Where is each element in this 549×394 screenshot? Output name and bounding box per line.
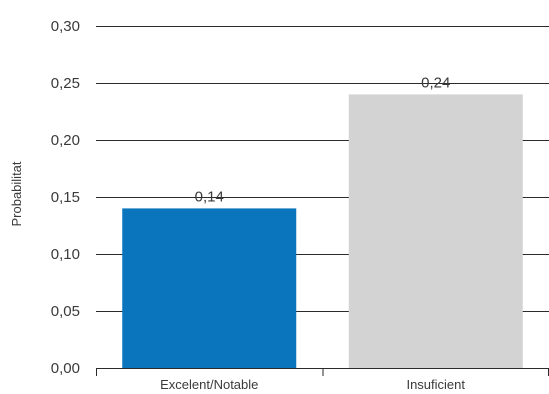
y-tick-labels: 0,00 0,05 0,10 0,15 0,20 0,25 0,30 xyxy=(51,18,80,377)
bar xyxy=(122,208,297,368)
category-label: Insuficient xyxy=(406,377,465,392)
x-axis: Excelent/Notable Insuficient xyxy=(96,368,549,392)
bar xyxy=(348,94,523,369)
y-tick-label: 0,20 xyxy=(51,132,80,149)
data-labels: 0,14 0,24 xyxy=(195,74,451,205)
data-label: 0,14 xyxy=(195,188,224,205)
category-label: Excelent/Notable xyxy=(160,377,258,392)
y-tick-label: 0,30 xyxy=(51,18,80,35)
data-label: 0,24 xyxy=(421,74,450,91)
y-tick-label: 0,05 xyxy=(51,303,80,320)
bars xyxy=(122,94,523,369)
y-tick-label: 0,15 xyxy=(51,189,80,206)
y-axis-title: Probabilitat xyxy=(9,161,24,226)
y-tick-label: 0,00 xyxy=(51,360,80,377)
y-tick-label: 0,10 xyxy=(51,246,80,263)
y-tick-label: 0,25 xyxy=(51,75,80,92)
